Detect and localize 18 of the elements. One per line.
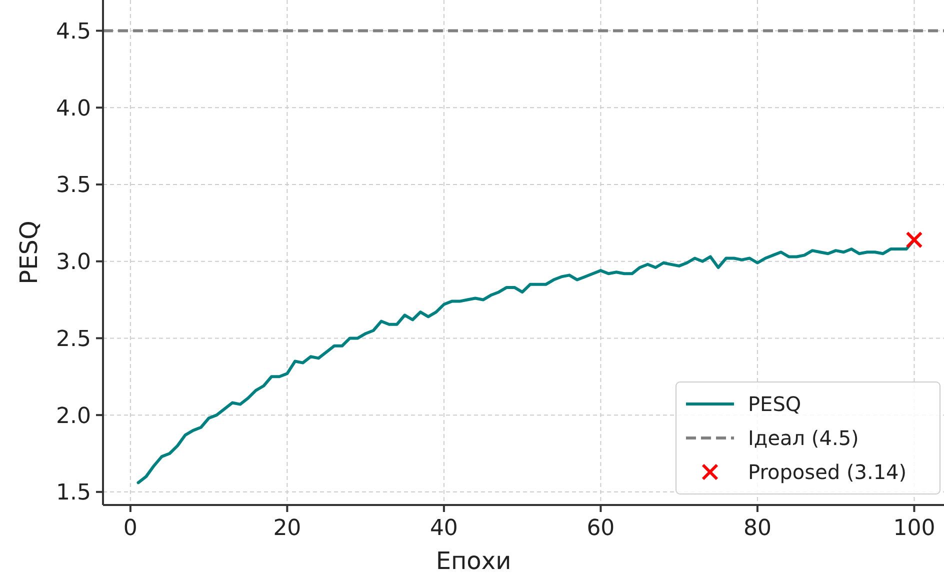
legend-label: Ідеал (4.5) bbox=[748, 426, 859, 450]
x-tick-label: 40 bbox=[430, 516, 458, 541]
legend-label: PESQ bbox=[748, 392, 802, 416]
y-axis-title: PESQ bbox=[15, 220, 43, 284]
y-tick-label: 3.5 bbox=[56, 173, 91, 198]
x-tick-label: 100 bbox=[893, 516, 936, 541]
x-axis-title: Епохи bbox=[436, 547, 512, 575]
legend-label: Proposed (3.14) bbox=[748, 460, 907, 484]
y-tick-label: 2.5 bbox=[56, 326, 91, 352]
y-tick-label: 4.0 bbox=[56, 96, 91, 122]
x-tick-label: 80 bbox=[743, 516, 772, 541]
x-tick-label: 0 bbox=[123, 516, 138, 541]
y-tick-label: 3.0 bbox=[56, 250, 91, 276]
y-tick-label: 4.5 bbox=[56, 19, 91, 44]
x-tick-label: 60 bbox=[586, 516, 615, 541]
y-tick-label: 1.5 bbox=[56, 480, 91, 506]
x-tick-label: 20 bbox=[273, 516, 302, 541]
y-tick-label: 2.0 bbox=[56, 404, 91, 429]
